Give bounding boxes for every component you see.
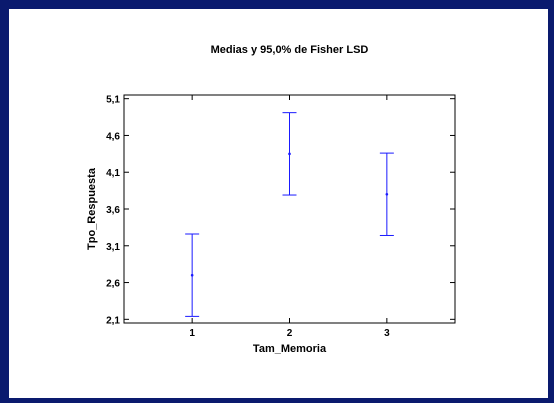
mean-point bbox=[385, 192, 389, 196]
y-tick-label: 3,6 bbox=[106, 205, 120, 216]
x-tick-label: 1 bbox=[189, 328, 195, 339]
y-tick-label: 3,1 bbox=[106, 242, 120, 253]
mean-point bbox=[190, 273, 194, 277]
y-tick-label: 4,1 bbox=[106, 168, 120, 179]
y-tick-label: 2,6 bbox=[106, 279, 120, 290]
chart-title: Medias y 95,0% de Fisher LSD bbox=[211, 44, 369, 56]
x-tick-label: 2 bbox=[287, 328, 293, 339]
y-tick-label: 5,1 bbox=[106, 95, 120, 106]
y-tick-label: 2,1 bbox=[106, 315, 120, 326]
y-tick-label: 4,6 bbox=[106, 131, 120, 142]
y-axis-label: Tpo_Respuesta bbox=[86, 167, 98, 250]
x-axis-label: Tam_Memoria bbox=[253, 343, 327, 355]
x-tick-label: 3 bbox=[384, 328, 390, 339]
mean-point bbox=[288, 152, 291, 156]
interval-series bbox=[185, 112, 394, 317]
axis-ticks: 2,1 2,6 3,1 3,6 4,1 4,6 5,1 1 2 3 bbox=[106, 95, 455, 339]
